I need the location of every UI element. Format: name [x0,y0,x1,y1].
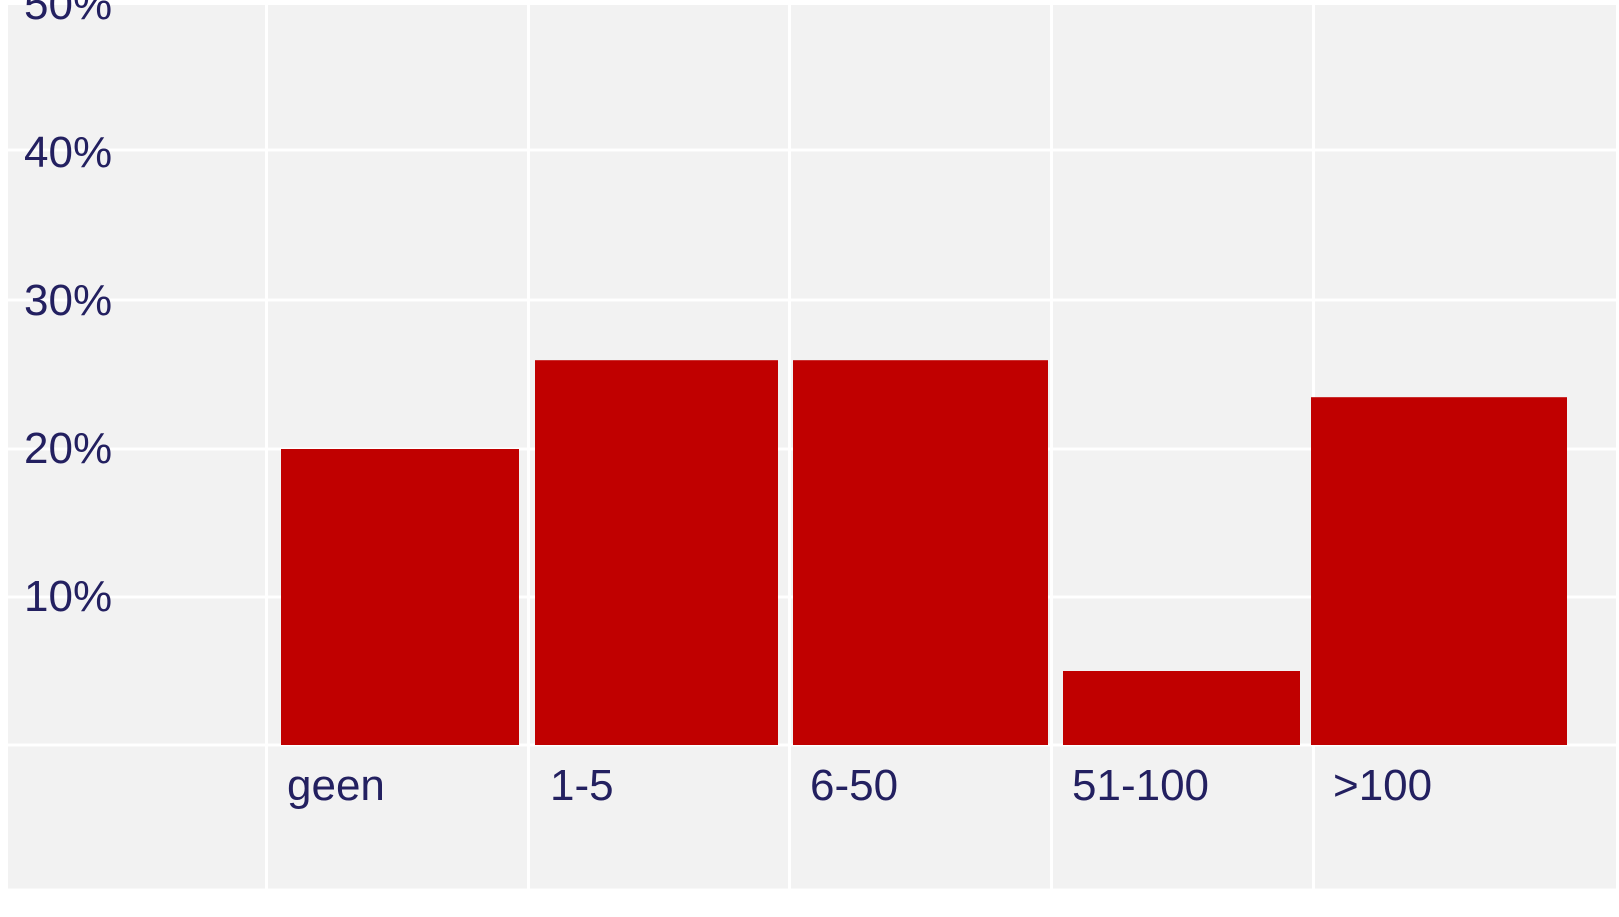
x-axis-category-labels: geen 1-5 6-50 51-100 >100 [287,761,1432,810]
grid-cell [268,746,527,889]
y-tick-label: 30% [24,276,112,325]
x-category-label: >100 [1333,761,1432,810]
bar-100 [1311,397,1567,745]
grid-cell [530,746,788,889]
grid-cell [268,301,527,448]
x-category-label: geen [287,761,385,810]
bar-15 [535,360,778,745]
grid-cell [1053,301,1312,448]
grid-cell [8,450,265,596]
x-category-label: 1-5 [550,761,614,810]
grid-cell [1315,151,1616,299]
y-tick-label: 40% [24,128,112,177]
y-tick-label: 10% [24,572,112,621]
grid-cell [8,598,265,744]
y-axis-tick-labels: 10% 20% 30% 40% 50% [24,0,112,621]
x-category-label: 6-50 [810,761,898,810]
grid-cell [8,151,265,299]
grid-cell [8,301,265,448]
grid-cell [1053,151,1312,299]
y-tick-label: 50% [24,0,112,29]
grid-cell [791,5,1050,149]
x-category-label: 51-100 [1072,761,1209,810]
chart-bars [281,360,1567,745]
bar-51100 [1063,671,1300,745]
grid-cell [268,151,527,299]
grid-cell [1053,746,1312,889]
grid-cell [530,5,788,149]
grid-cell [791,746,1050,889]
grid-cell [268,5,527,149]
grid-cell [1315,5,1616,149]
grid-cell [1053,450,1312,596]
grid-cell [530,151,788,299]
grid-cell [791,151,1050,299]
bar-650 [793,360,1048,745]
grid-cell [1053,5,1312,149]
grid-cell [8,5,265,149]
y-tick-label: 20% [24,424,112,473]
bar-geen [281,449,519,745]
grid-cell [1315,746,1616,889]
grid-cell [8,746,265,889]
